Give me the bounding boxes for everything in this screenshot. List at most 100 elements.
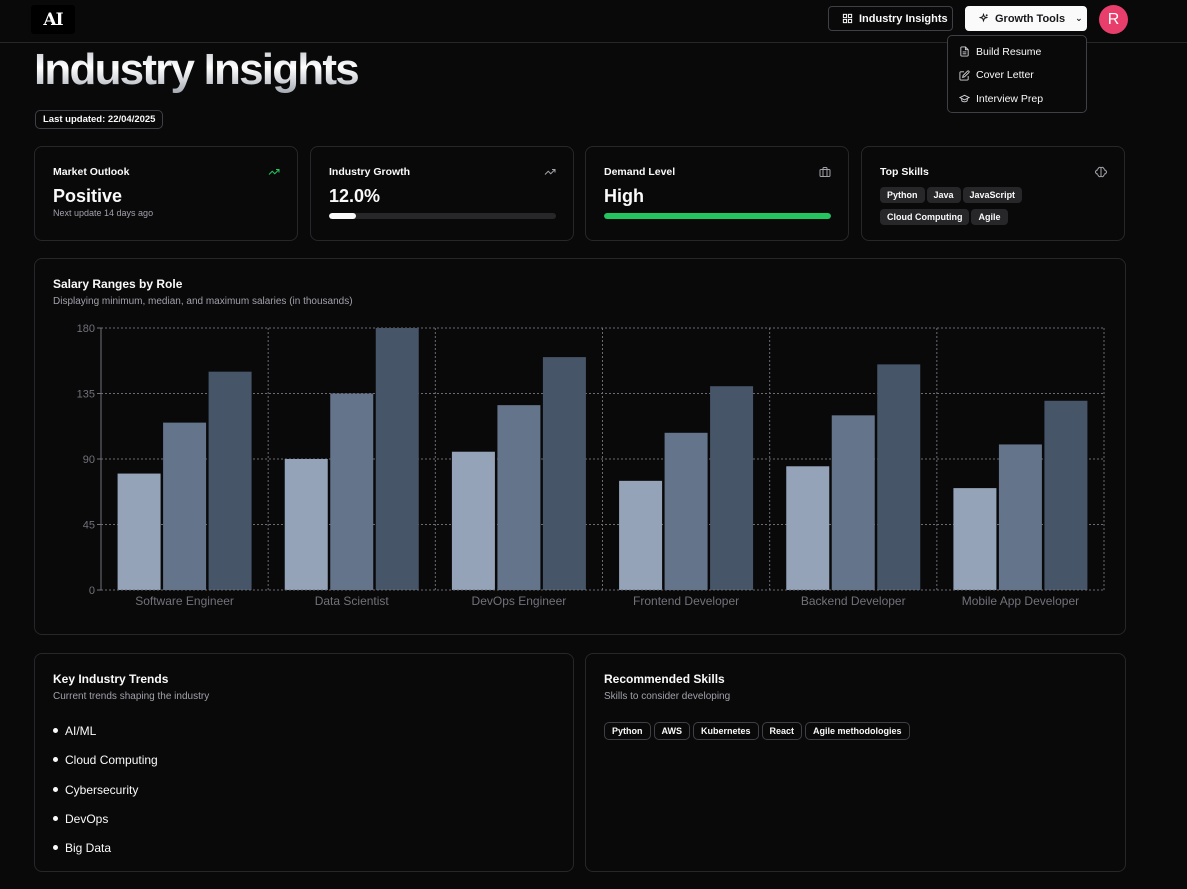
chart-bar [208, 371, 252, 590]
demand-progress-fill [604, 213, 831, 219]
growth-tools-button[interactable]: Growth Tools ⌄ [965, 6, 1087, 31]
file-text-icon [960, 46, 969, 57]
industry-insights-button[interactable]: Industry Insights [828, 6, 953, 31]
trend-label: AI/ML [65, 724, 97, 738]
salary-chart-card: Salary Ranges by Role Displaying minimum… [34, 258, 1126, 635]
market-outlook-card: Market Outlook Positive Next update 14 d… [34, 146, 298, 241]
recommended-title: Recommended Skills [604, 672, 725, 686]
x-tick-label: Backend Developer [801, 594, 906, 608]
trends-title: Key Industry Trends [53, 672, 169, 686]
skill-tag: Cloud Computing [880, 209, 970, 225]
chart-bar [998, 444, 1042, 590]
chart-subtitle: Displaying minimum, median, and maximum … [53, 296, 353, 307]
chart-bar [1044, 400, 1088, 590]
skill-tag: JavaScript [962, 187, 1023, 203]
x-tick-label: DevOps Engineer [472, 594, 567, 608]
list-item: DevOps [53, 812, 555, 841]
trend-label: Big Data [65, 841, 112, 856]
stat-label: Demand Level [604, 166, 676, 178]
list-item: AI/ML [53, 724, 555, 753]
skill-tag: Python [880, 187, 925, 203]
stat-value: High [604, 186, 644, 206]
briefcase-icon [819, 167, 831, 177]
list-item: Big Data [53, 841, 555, 870]
bullet-icon [53, 845, 58, 851]
y-tick-label: 180 [77, 323, 95, 335]
chart-bar [831, 415, 875, 590]
list-item: Cybersecurity [53, 783, 555, 812]
menu-item-label: Interview Prep [976, 92, 1044, 105]
chart-bar [710, 386, 754, 590]
skill-tag: Kubernetes [693, 722, 759, 740]
recommended-skills-card: Recommended Skills Skills to consider de… [585, 653, 1126, 872]
trend-label: Cloud Computing [65, 753, 158, 768]
skill-tag: Java [926, 187, 961, 203]
demand-level-card: Demand Level High [585, 146, 849, 241]
y-tick-label: 90 [83, 454, 95, 466]
skill-tag: Python [604, 722, 651, 740]
chart-bar [117, 473, 161, 590]
bullet-icon [53, 757, 58, 763]
layout-dashboard-icon [842, 13, 853, 24]
chart-bar [451, 451, 495, 590]
trending-up-icon [544, 169, 556, 175]
menu-item-label: Cover Letter [976, 69, 1034, 82]
app-logo[interactable]: AI [31, 5, 75, 34]
key-trends-card: Key Industry Trends Current trends shapi… [34, 653, 574, 872]
chart-title: Salary Ranges by Role [53, 277, 183, 291]
chart-bar [619, 480, 663, 590]
bullet-icon [53, 728, 58, 733]
skill-tag: React [761, 722, 803, 740]
menu-item-cover-letter[interactable]: Cover Letter [948, 64, 1086, 88]
x-tick-label: Mobile App Developer [962, 594, 1079, 608]
y-tick-label: 135 [77, 389, 95, 401]
skill-tag: Agile methodologies [805, 722, 910, 740]
pen-square-icon [959, 70, 970, 81]
menu-item-build-resume[interactable]: Build Resume [948, 40, 1086, 64]
user-avatar[interactable]: R [1099, 5, 1128, 34]
stat-value: 12.0% [329, 186, 381, 206]
skill-tag: Agile [971, 209, 1008, 225]
bullet-icon [53, 815, 58, 821]
chart-bar [330, 393, 374, 590]
brain-icon [1095, 166, 1107, 178]
sparkles-icon [978, 13, 989, 23]
chart-bar [375, 328, 419, 590]
x-tick-label: Data Scientist [315, 594, 390, 608]
chart-bar [284, 459, 328, 590]
recommended-subtitle: Skills to consider developing [604, 691, 731, 702]
y-tick-label: 45 [83, 520, 95, 532]
chart-bar [542, 357, 586, 590]
industry-growth-card: Industry Growth 12.0% [310, 146, 574, 241]
growth-progress-fill [329, 213, 357, 219]
demand-progress-bar [604, 213, 831, 219]
trends-list: AI/ML Cloud Computing Cybersecurity DevO… [53, 724, 555, 870]
trend-label: DevOps [65, 811, 109, 826]
graduation-cap-icon [959, 95, 970, 103]
growth-progress-bar [329, 213, 556, 219]
trends-subtitle: Current trends shaping the industry [53, 691, 210, 702]
top-skills-list: Python Java JavaScript Cloud Computing Agil… [880, 185, 1080, 229]
stat-label: Industry Growth [329, 166, 411, 178]
stat-subtext: Next update 14 days ago [53, 208, 154, 218]
chart-bar [786, 466, 830, 590]
menu-item-interview-prep[interactable]: Interview Prep [948, 87, 1086, 111]
page-title: Industry Insights [34, 45, 360, 94]
skill-tag: AWS [653, 722, 691, 740]
chart-bar [163, 422, 207, 590]
growth-tools-label: Growth Tools [995, 12, 1066, 25]
top-skills-card: Top Skills Python Java JavaScript Cloud Co… [861, 146, 1125, 241]
chart-bar [664, 432, 708, 590]
recommended-skills-list: Python AWS Kubernetes React Agile methodolog… [604, 721, 1107, 740]
industry-insights-label: Industry Insights [859, 12, 948, 25]
chart-bar [953, 488, 997, 590]
last-updated-badge: Last updated: 22/04/2025 [35, 110, 164, 129]
stat-label: Market Outlook [53, 166, 130, 178]
trending-up-icon [268, 169, 280, 175]
chart-bar [497, 405, 541, 590]
stat-value: Positive [53, 186, 123, 206]
stat-label: Top Skills [880, 166, 929, 178]
list-item: Cloud Computing [53, 753, 555, 782]
chart-bar [877, 364, 921, 590]
salary-bar-chart: 0 45 90 135 180 Software Engineer Data Scienti… [77, 323, 1105, 608]
